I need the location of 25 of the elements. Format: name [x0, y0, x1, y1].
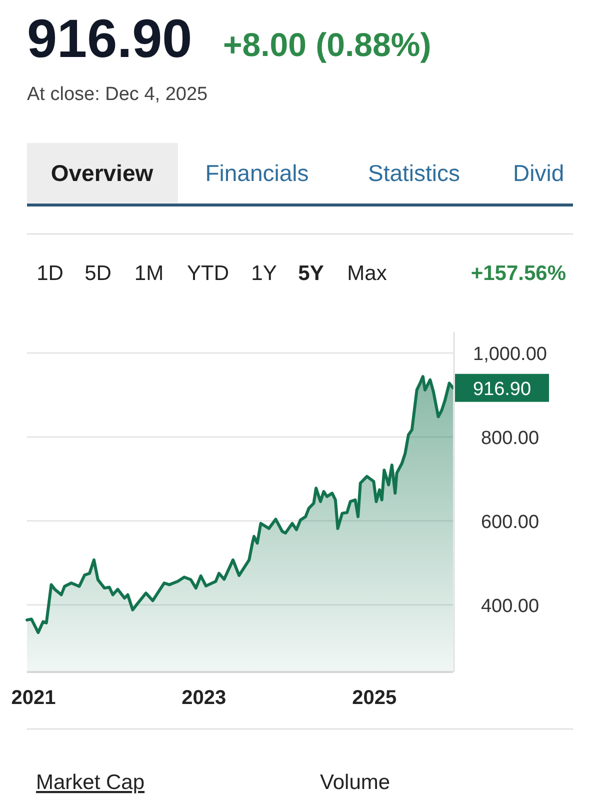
text: Divid [513, 160, 564, 186]
annotation: 916.90 [472, 378, 532, 400]
x-tick-label: 2025 [352, 687, 397, 709]
text: Financials [205, 160, 309, 186]
text: 1Y [251, 262, 277, 285]
text: 1D [36, 262, 64, 285]
text: 5D [84, 262, 112, 285]
text: 1M [134, 262, 164, 285]
x-tick-label: 2021 [11, 687, 56, 709]
text: At close: Dec 4, 2025 [27, 84, 208, 105]
y-tick-label: 400.00 [480, 596, 540, 617]
text: Statistics [368, 160, 460, 186]
text: +157.56% [470, 262, 566, 285]
text: YTD [187, 262, 229, 285]
text: 5Y [298, 262, 324, 285]
text: Market Cap [36, 771, 145, 794]
chart-title: 916.90 [27, 9, 192, 69]
text: Max [347, 262, 388, 285]
y-tick-label: 800.00 [480, 428, 540, 449]
y-tick-label: 600.00 [480, 512, 540, 533]
text: Overview [50, 160, 154, 186]
chart-subtitle: +8.00 (0.88%) [223, 26, 432, 63]
text: Volume [320, 771, 390, 794]
x-tick-label: 2023 [182, 687, 226, 709]
y-tick-label: 1,000.00 [473, 344, 547, 365]
